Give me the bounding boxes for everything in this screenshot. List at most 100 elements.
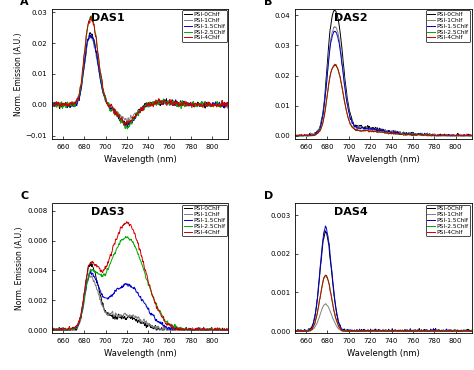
PSI-4Chlf	[182, 328, 188, 332]
PSI-4Chlf	[47, 104, 53, 109]
PSI-1.5Chlf	[410, 132, 416, 137]
PSI-1Chlf	[182, 328, 188, 332]
Line: PSI-2.5Chlf: PSI-2.5Chlf	[293, 64, 472, 136]
Line: PSI-4Chlf: PSI-4Chlf	[50, 16, 228, 126]
PSI-1Chlf	[47, 326, 53, 331]
Line: PSI-2.5Chlf: PSI-2.5Chlf	[50, 16, 228, 129]
PSI-1Chlf	[88, 34, 94, 38]
PSI-0Chlf	[396, 130, 401, 135]
PSI-0Chlf	[291, 329, 296, 333]
PSI-1.5Chlf	[292, 134, 298, 138]
PSI-0Chlf	[322, 231, 328, 235]
PSI-2.5Chlf	[337, 325, 343, 330]
PSI-4Chlf	[47, 327, 53, 332]
X-axis label: Wavelength (nm): Wavelength (nm)	[104, 155, 177, 164]
Text: DAS1: DAS1	[91, 13, 125, 23]
PSI-0Chlf	[396, 328, 401, 333]
PSI-2.5Chlf	[396, 328, 402, 332]
PSI-1.5Chlf	[182, 328, 187, 332]
PSI-1.5Chlf	[124, 125, 130, 130]
PSI-1.5Chlf	[166, 326, 172, 330]
PSI-0Chlf	[425, 329, 431, 333]
PSI-0Chlf	[153, 100, 159, 104]
PSI-4Chlf	[333, 62, 338, 67]
PSI-1Chlf	[322, 302, 328, 306]
PSI-4Chlf	[79, 76, 84, 81]
Line: PSI-0Chlf: PSI-0Chlf	[50, 263, 228, 330]
Text: A: A	[20, 0, 29, 7]
PSI-2.5Chlf	[332, 62, 337, 66]
PSI-1Chlf	[332, 24, 337, 29]
PSI-1.5Chlf	[396, 131, 402, 135]
PSI-2.5Chlf	[125, 127, 130, 131]
PSI-1.5Chlf	[372, 127, 377, 132]
PSI-0Chlf	[337, 25, 342, 29]
PSI-0Chlf	[124, 122, 130, 126]
PSI-2.5Chlf	[89, 14, 94, 18]
PSI-2.5Chlf	[123, 234, 128, 239]
PSI-1.5Chlf	[291, 329, 296, 333]
PSI-1.5Chlf	[337, 45, 343, 50]
PSI-2.5Chlf	[291, 329, 297, 333]
PSI-1.5Chlf	[323, 224, 328, 228]
PSI-0Chlf	[425, 134, 431, 138]
Line: PSI-1Chlf: PSI-1Chlf	[50, 275, 228, 330]
PSI-2.5Chlf	[167, 323, 173, 327]
PSI-0Chlf	[226, 327, 231, 332]
PSI-2.5Chlf	[323, 273, 328, 278]
Text: D: D	[264, 191, 273, 201]
PSI-1Chlf	[79, 310, 85, 315]
PSI-1Chlf	[372, 329, 377, 333]
PSI-2.5Chlf	[93, 270, 99, 274]
PSI-1.5Chlf	[87, 33, 92, 37]
PSI-2.5Chlf	[410, 132, 416, 137]
PSI-0Chlf	[47, 103, 53, 107]
PSI-4Chlf	[79, 307, 85, 311]
PSI-0Chlf	[410, 329, 416, 333]
PSI-0Chlf	[79, 308, 84, 313]
PSI-1Chlf	[337, 327, 343, 332]
PSI-4Chlf	[293, 329, 299, 333]
Text: DAS3: DAS3	[91, 207, 124, 218]
Line: PSI-4Chlf: PSI-4Chlf	[293, 64, 472, 136]
PSI-4Chlf	[49, 328, 55, 332]
PSI-2.5Chlf	[410, 329, 416, 333]
PSI-1.5Chlf	[226, 101, 231, 105]
PSI-1.5Chlf	[88, 269, 94, 273]
PSI-2.5Chlf	[469, 134, 474, 138]
PSI-1.5Chlf	[153, 101, 159, 105]
Line: PSI-0Chlf: PSI-0Chlf	[50, 33, 228, 124]
PSI-1.5Chlf	[337, 322, 342, 326]
PSI-1Chlf	[291, 133, 296, 138]
PSI-2.5Chlf	[469, 328, 474, 333]
PSI-1Chlf	[128, 115, 134, 119]
Line: PSI-1.5Chlf: PSI-1.5Chlf	[50, 271, 228, 330]
Line: PSI-1Chlf: PSI-1Chlf	[50, 36, 228, 122]
PSI-1Chlf	[410, 132, 416, 137]
PSI-1Chlf	[425, 132, 431, 137]
X-axis label: Wavelength (nm): Wavelength (nm)	[104, 349, 177, 359]
PSI-1Chlf	[167, 326, 173, 331]
PSI-0Chlf	[166, 327, 172, 332]
PSI-4Chlf	[337, 326, 343, 330]
Y-axis label: Norm. Emission (A.U.): Norm. Emission (A.U.)	[14, 32, 23, 116]
PSI-0Chlf	[93, 50, 99, 55]
Legend: PSI-0Chlf, PSI-1Chlf, PSI-1.5Chlf, PSI-2.5Chlf, PSI-4Chlf: PSI-0Chlf, PSI-1Chlf, PSI-1.5Chlf, PSI-2…	[426, 10, 471, 42]
PSI-4Chlf	[425, 132, 431, 137]
PSI-1Chlf	[93, 54, 99, 58]
PSI-2.5Chlf	[337, 74, 343, 78]
PSI-1Chlf	[48, 328, 54, 332]
PSI-2.5Chlf	[292, 134, 297, 138]
X-axis label: Wavelength (nm): Wavelength (nm)	[347, 349, 420, 359]
PSI-4Chlf	[128, 118, 134, 123]
PSI-2.5Chlf	[291, 133, 296, 138]
PSI-4Chlf	[372, 129, 377, 134]
PSI-4Chlf	[396, 329, 402, 333]
PSI-2.5Chlf	[167, 102, 173, 106]
Text: DAS4: DAS4	[334, 207, 368, 218]
PSI-1Chlf	[291, 329, 297, 333]
PSI-4Chlf	[469, 134, 474, 138]
PSI-4Chlf	[291, 329, 296, 333]
PSI-1.5Chlf	[322, 227, 328, 232]
Text: DAS2: DAS2	[334, 13, 368, 23]
